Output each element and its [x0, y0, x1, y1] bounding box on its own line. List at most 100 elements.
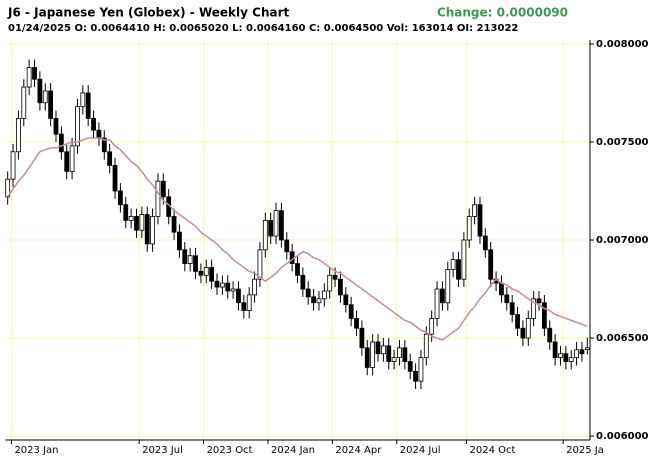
- candle-body: [515, 314, 520, 329]
- candle-body: [5, 178, 11, 198]
- candle-body: [209, 267, 215, 282]
- candle-body: [80, 92, 86, 108]
- ohlc-line: 01/24/2025 O: 0.0064410 H: 0.0065020 L: …: [8, 23, 518, 34]
- candle-body: [198, 270, 204, 276]
- candle-body: [343, 294, 349, 306]
- candle-body: [370, 341, 376, 368]
- candle-body: [450, 259, 456, 270]
- candle-body: [563, 353, 569, 362]
- candle-body: [364, 347, 370, 368]
- candle-body: [182, 249, 188, 264]
- candle-body: [150, 216, 155, 245]
- candle-body: [48, 90, 54, 119]
- candle-body: [91, 118, 96, 131]
- candle-body: [386, 345, 392, 362]
- candle-body: [117, 190, 123, 206]
- candle-body: [584, 347, 590, 351]
- candle-body: [219, 282, 225, 288]
- candle-body: [536, 298, 542, 304]
- candle-body: [177, 231, 182, 251]
- candle-body: [96, 129, 102, 139]
- candle-body: [107, 151, 113, 166]
- candle-body: [461, 239, 467, 280]
- candle-body: [193, 255, 198, 272]
- candle-body: [488, 249, 494, 280]
- x-tick-label: 2024 Jul: [400, 445, 441, 456]
- candle-body: [402, 347, 408, 362]
- candle-body: [525, 318, 531, 339]
- candle-body: [574, 349, 579, 359]
- candle-body: [230, 288, 236, 292]
- candle-body: [477, 204, 483, 237]
- candle-body: [348, 304, 354, 319]
- candle-body: [380, 345, 386, 355]
- x-tick-label: 2024 Oct: [470, 445, 516, 456]
- candle-body: [558, 353, 563, 359]
- candle-body: [284, 239, 290, 253]
- candle-body: [75, 106, 80, 147]
- candle-body: [214, 280, 220, 288]
- candle-body: [21, 86, 27, 119]
- candle-body: [10, 151, 16, 180]
- candle-body: [53, 118, 59, 135]
- candle-body: [236, 288, 241, 304]
- candle-body: [289, 251, 295, 264]
- candle-body: [295, 263, 300, 276]
- candle-body: [541, 302, 547, 329]
- candle-body: [354, 318, 359, 329]
- candle-body: [144, 214, 150, 245]
- candle-body: [16, 118, 21, 153]
- x-tick-label: 2024 Jan: [271, 445, 315, 456]
- candle-body: [300, 274, 306, 290]
- candle-body: [268, 219, 274, 237]
- candle-body: [112, 165, 118, 192]
- candle-body: [579, 349, 585, 355]
- candle-body: [327, 274, 333, 292]
- candle-body: [58, 133, 64, 153]
- candle-body: [359, 327, 365, 349]
- candle-body: [466, 216, 472, 241]
- candle-body: [499, 282, 504, 296]
- candle-body: [171, 216, 177, 233]
- candle-body: [311, 296, 317, 304]
- x-tick-label: 2023 Jul: [142, 445, 183, 456]
- x-tick-label: 2023 Oct: [207, 445, 253, 456]
- y-tick-label: 0.006000: [596, 431, 649, 442]
- candle-body: [321, 290, 327, 300]
- candle-body: [456, 259, 461, 280]
- candle-body: [241, 302, 247, 311]
- candle-body: [397, 347, 402, 359]
- candle-body: [332, 274, 338, 280]
- candle-body: [26, 67, 32, 88]
- candle-body: [552, 341, 558, 359]
- candle-body: [391, 357, 397, 362]
- candle-body: [187, 255, 193, 264]
- candle-body: [128, 216, 134, 221]
- y-tick-label: 0.006500: [596, 333, 649, 344]
- candle-body: [375, 341, 381, 355]
- candle-body: [252, 278, 257, 296]
- candle-body: [407, 361, 413, 372]
- candle-body: [504, 294, 510, 304]
- candle-body: [413, 370, 418, 382]
- candle-body: [160, 180, 166, 198]
- candle-body: [509, 302, 515, 315]
- candle-body: [257, 249, 263, 280]
- candle-body: [434, 288, 440, 319]
- x-tick-label: 2023 Jan: [14, 445, 58, 456]
- change-label: Change: 0.0000090: [437, 6, 568, 20]
- candle-body: [64, 151, 70, 172]
- candle-body: [568, 357, 574, 362]
- candle-body: [225, 282, 231, 292]
- candle-body: [123, 204, 129, 221]
- x-tick-label: 2024 Apr: [335, 445, 382, 456]
- candle-body: [440, 288, 445, 304]
- x-tick-label: 2025 Ja: [566, 445, 604, 456]
- candle-body: [278, 210, 284, 241]
- candle-body: [69, 145, 75, 172]
- candle-body: [482, 235, 488, 251]
- candle-body: [101, 137, 107, 153]
